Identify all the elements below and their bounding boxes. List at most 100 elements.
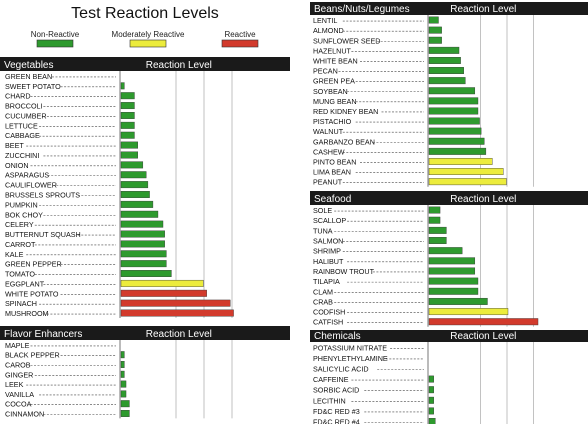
bar bbox=[428, 147, 487, 155]
legend-label: Non-Reactive bbox=[31, 30, 80, 39]
bar bbox=[428, 418, 436, 424]
category-label: WHITE POTATO bbox=[5, 289, 59, 298]
bar bbox=[120, 270, 172, 277]
category-label: BEET bbox=[5, 141, 24, 150]
bar bbox=[120, 181, 149, 189]
category-label: PUMPKIN bbox=[5, 200, 38, 209]
panel-title: Beans/Nuts/Legumes bbox=[314, 4, 410, 15]
bar bbox=[120, 299, 231, 307]
category-label: CABBAGE bbox=[5, 131, 40, 140]
panel-header bbox=[310, 2, 588, 15]
panel: Chemicals Reaction Level POTASSIUM NITRATE… bbox=[310, 330, 588, 424]
category-label: CAROB bbox=[5, 361, 31, 370]
bar bbox=[428, 87, 476, 95]
bar bbox=[428, 36, 442, 44]
bar bbox=[428, 168, 504, 176]
bar bbox=[120, 361, 125, 368]
bar bbox=[120, 380, 127, 388]
category-label: LETTUCE bbox=[5, 121, 38, 130]
category-label: SPINACH bbox=[5, 299, 37, 308]
bar bbox=[120, 200, 154, 208]
bar bbox=[120, 82, 125, 90]
bar bbox=[120, 131, 135, 139]
bar bbox=[120, 279, 204, 287]
bar bbox=[428, 16, 439, 24]
bar bbox=[428, 97, 479, 105]
panel-header bbox=[310, 191, 588, 205]
bar bbox=[120, 351, 125, 359]
panel: Vegetables Reaction Level GREEN BEANSWEET … bbox=[0, 57, 290, 318]
panel-header bbox=[0, 57, 290, 71]
bar bbox=[428, 277, 479, 285]
category-label: CINNAMON bbox=[5, 410, 44, 419]
legend-label: Moderately Reactive bbox=[112, 30, 185, 39]
bar bbox=[428, 67, 464, 75]
category-label: BOK CHOY bbox=[5, 210, 43, 219]
category-label: SWEET POTATO bbox=[5, 82, 61, 91]
category-label: PISTACHIO bbox=[313, 117, 352, 126]
bar bbox=[120, 309, 234, 317]
category-label: SCALLOP bbox=[313, 216, 346, 225]
category-label: ONION bbox=[5, 161, 29, 170]
bar bbox=[428, 407, 434, 415]
category-label: FD&C RED #4 bbox=[313, 418, 360, 424]
bar bbox=[120, 92, 135, 100]
bar bbox=[428, 375, 434, 383]
category-label: CAULIFLOWER bbox=[5, 181, 57, 190]
category-label: SORBIC ACID bbox=[313, 386, 359, 395]
category-label: EGGPLANT bbox=[5, 279, 45, 288]
bar bbox=[428, 247, 463, 255]
bar bbox=[428, 117, 480, 125]
category-label: RED KIDNEY BEAN bbox=[313, 107, 378, 116]
category-label: SALICYLIC ACID bbox=[313, 365, 369, 374]
bar bbox=[120, 121, 135, 129]
bar bbox=[120, 171, 147, 179]
category-label: GREEN BEAN bbox=[5, 72, 52, 81]
bar bbox=[428, 77, 466, 85]
bar bbox=[428, 46, 460, 54]
bar bbox=[120, 240, 165, 248]
bar bbox=[120, 161, 144, 169]
bar bbox=[120, 151, 138, 159]
category-label: LEEK bbox=[5, 380, 24, 389]
category-label: CAFFEINE bbox=[313, 375, 349, 384]
bar bbox=[120, 370, 125, 378]
panel-title: Flavor Enhancers bbox=[4, 329, 82, 340]
category-label: POTASSIUM NITRATE bbox=[313, 343, 387, 352]
category-label: HALIBUT bbox=[313, 257, 344, 266]
panel-axis-label: Reaction Level bbox=[450, 331, 516, 342]
category-label: CATFISH bbox=[313, 318, 343, 327]
bar bbox=[428, 107, 479, 115]
bar bbox=[120, 250, 167, 258]
bar bbox=[428, 137, 485, 145]
bar bbox=[428, 396, 434, 404]
panel-title: Chemicals bbox=[314, 331, 361, 342]
category-label: TOMATO bbox=[5, 270, 35, 279]
category-label: CARROT bbox=[5, 240, 36, 249]
category-label: LIMA BEAN bbox=[313, 168, 351, 177]
category-label: LECITHIN bbox=[313, 396, 346, 405]
panel-axis-label: Reaction Level bbox=[146, 60, 212, 71]
category-label: PEANUT bbox=[313, 178, 343, 187]
bar bbox=[428, 216, 441, 224]
bar bbox=[120, 260, 167, 268]
bar bbox=[120, 191, 150, 198]
category-label: GREEN PEA bbox=[313, 77, 355, 86]
category-label: TILAPIA bbox=[313, 277, 340, 286]
bar bbox=[428, 287, 479, 295]
title-area: Test Reaction Levels bbox=[71, 5, 219, 22]
legend: Non-Reactive Moderately Reactive Reactive bbox=[31, 30, 259, 48]
category-label: SHRIMP bbox=[313, 247, 341, 256]
category-label: ASPARAGUS bbox=[5, 171, 49, 180]
bar bbox=[120, 102, 135, 110]
legend-label: Reactive bbox=[224, 30, 256, 39]
bar bbox=[120, 400, 130, 408]
category-label: GINGER bbox=[5, 370, 33, 379]
category-label: TUNA bbox=[313, 226, 333, 235]
bar bbox=[428, 127, 482, 135]
category-label: VANILLA bbox=[5, 390, 34, 399]
category-label: CLAM bbox=[313, 287, 333, 296]
category-label: PHENYLETHYLAMINE bbox=[313, 354, 388, 363]
